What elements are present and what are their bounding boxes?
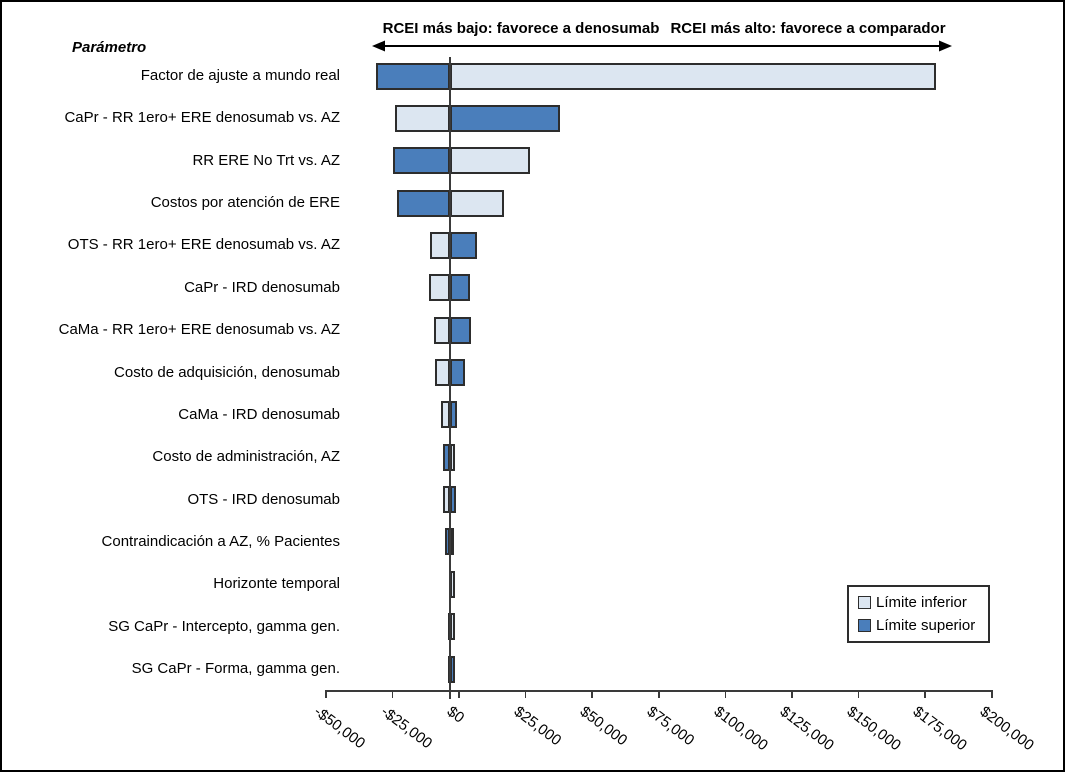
bar-segment-limite_superior	[450, 104, 561, 132]
x-axis-tick	[325, 690, 327, 698]
legend-item-limite-superior: Límite superior	[858, 617, 979, 634]
bar-segment-limite_inferior	[450, 443, 456, 471]
bar-segment-limite_inferior	[443, 486, 451, 514]
bar-segment-limite_superior	[397, 189, 451, 217]
bar-segment-limite_superior	[450, 359, 466, 387]
param-label: Factor de ajuste a mundo real	[140, 67, 340, 84]
bar-segment-limite_inferior	[450, 528, 455, 556]
bar-segment-limite_superior	[450, 486, 457, 514]
bar-segment-limite_superior	[450, 316, 472, 344]
bar-segment-limite_inferior	[429, 274, 451, 302]
param-label: RR ERE No Trt vs. AZ	[192, 151, 340, 169]
x-axis-tick-label: $0	[443, 703, 468, 727]
legend-label-limite-inferior: Límite inferior	[876, 594, 967, 612]
x-axis-tick-label: $100,000	[710, 703, 771, 755]
x-axis-tick-label: $150,000	[843, 703, 904, 755]
legend-swatch-limite-superior	[858, 618, 871, 632]
param-label: CaPr - RR 1ero+ ERE denosumab vs. AZ	[64, 109, 340, 127]
x-axis-tick	[857, 690, 860, 698]
x-axis-tick-label: $200,000	[976, 703, 1037, 755]
parameter-column-header: Parámetro	[72, 39, 147, 56]
bar-segment-limite_superior	[443, 443, 451, 471]
x-axis-tick	[524, 690, 527, 698]
x-axis-tick	[791, 690, 793, 698]
bar-segment-limite_superior	[450, 401, 458, 429]
x-axis-tick-label: $25,000	[510, 703, 565, 750]
axis-note-left: RCEI más bajo: favorece a denosumab	[382, 20, 660, 37]
param-label: CaPr - IRD denosumab	[184, 278, 340, 296]
x-axis-tick-label: -$25,000	[377, 703, 435, 753]
bar-segment-limite_inferior	[450, 62, 937, 90]
bar-segment-limite_inferior	[434, 316, 451, 344]
param-label: CaMa - IRD denosumab	[178, 405, 340, 423]
bar-segment-limite_inferior	[430, 231, 451, 259]
x-axis-tick-label: $175,000	[910, 703, 971, 755]
x-axis-tick-label: -$50,000	[310, 703, 369, 753]
axis-note-right: RCEI más alto: favorece a comparador	[670, 20, 946, 37]
baseline-line	[449, 57, 452, 699]
param-label: SG CaPr - Intercepto, gamma gen.	[108, 617, 340, 635]
x-axis-tick	[991, 690, 993, 698]
x-axis-tick-label: $75,000	[643, 703, 698, 750]
x-axis-tick	[924, 690, 926, 698]
x-axis-tick	[591, 690, 593, 698]
x-axis-tick	[724, 690, 727, 698]
param-label: OTS - RR 1ero+ ERE denosumab vs. AZ	[67, 236, 340, 254]
bar-segment-limite_inferior	[450, 147, 531, 175]
legend-item-limite-inferior: Límite inferior	[858, 594, 979, 611]
x-axis-tick-label: $50,000	[577, 703, 631, 750]
bar-segment-limite_superior	[393, 147, 451, 175]
x-axis-tick	[391, 690, 394, 698]
legend: Límite inferior Límite superior	[847, 585, 990, 643]
bar-segment-limite_inferior	[395, 104, 451, 132]
param-label: Horizonte temporal	[213, 575, 340, 593]
bar-segment-limite_inferior	[435, 359, 451, 387]
x-axis-tick	[658, 690, 660, 698]
bar-segment-limite_inferior	[450, 570, 456, 598]
param-label: Costo de adquisición, denosumab	[114, 363, 340, 381]
legend-swatch-limite-inferior	[858, 596, 871, 610]
param-label: OTS - IRD denosumab	[187, 490, 340, 508]
x-axis-tick-label: $125,000	[776, 703, 838, 755]
param-label: CaMa - RR 1ero+ ERE denosumab vs. AZ	[58, 321, 340, 339]
param-label: Costos por atención de ERE	[150, 194, 340, 212]
param-label: Contraindicación a AZ, % Pacientes	[101, 532, 340, 550]
bar-segment-limite_superior	[450, 274, 471, 302]
double-arrow-icon	[372, 40, 952, 52]
x-axis-tick	[458, 690, 460, 698]
bar-segment-limite_superior	[445, 528, 451, 556]
bar-segment-limite_superior	[376, 62, 451, 90]
bar-segment-limite_superior	[450, 231, 478, 259]
legend-label-limite-superior: Límite superior	[876, 616, 976, 634]
bar-segment-limite_inferior	[450, 189, 505, 217]
param-label: SG CaPr - Forma, gamma gen.	[131, 660, 340, 678]
param-label: Costo de administración, AZ	[152, 448, 340, 466]
bar-segment-limite_inferior	[441, 401, 451, 429]
